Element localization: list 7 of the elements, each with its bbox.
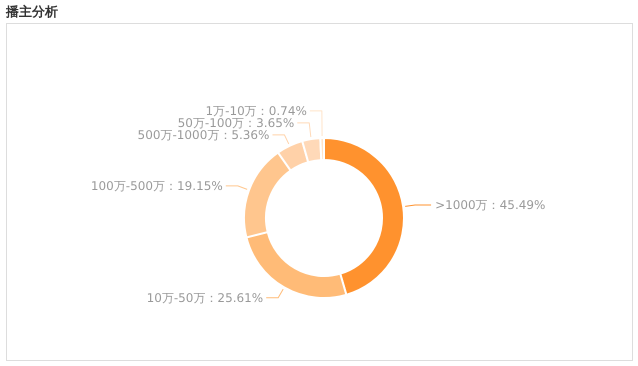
chart-title: 播主分析 [5,4,58,20]
slice-label: 50万-100万：3.65% [178,116,294,130]
slice-label: >1000万：45.49% [435,198,546,212]
slice-label: 100万-500万：19.15% [90,178,223,193]
slice-label: 10万-50万：25.61% [146,290,264,305]
slice-label: 1万-10万：0.74% [206,104,307,118]
slice-label: 500万-1000万：5.36% [138,128,270,142]
